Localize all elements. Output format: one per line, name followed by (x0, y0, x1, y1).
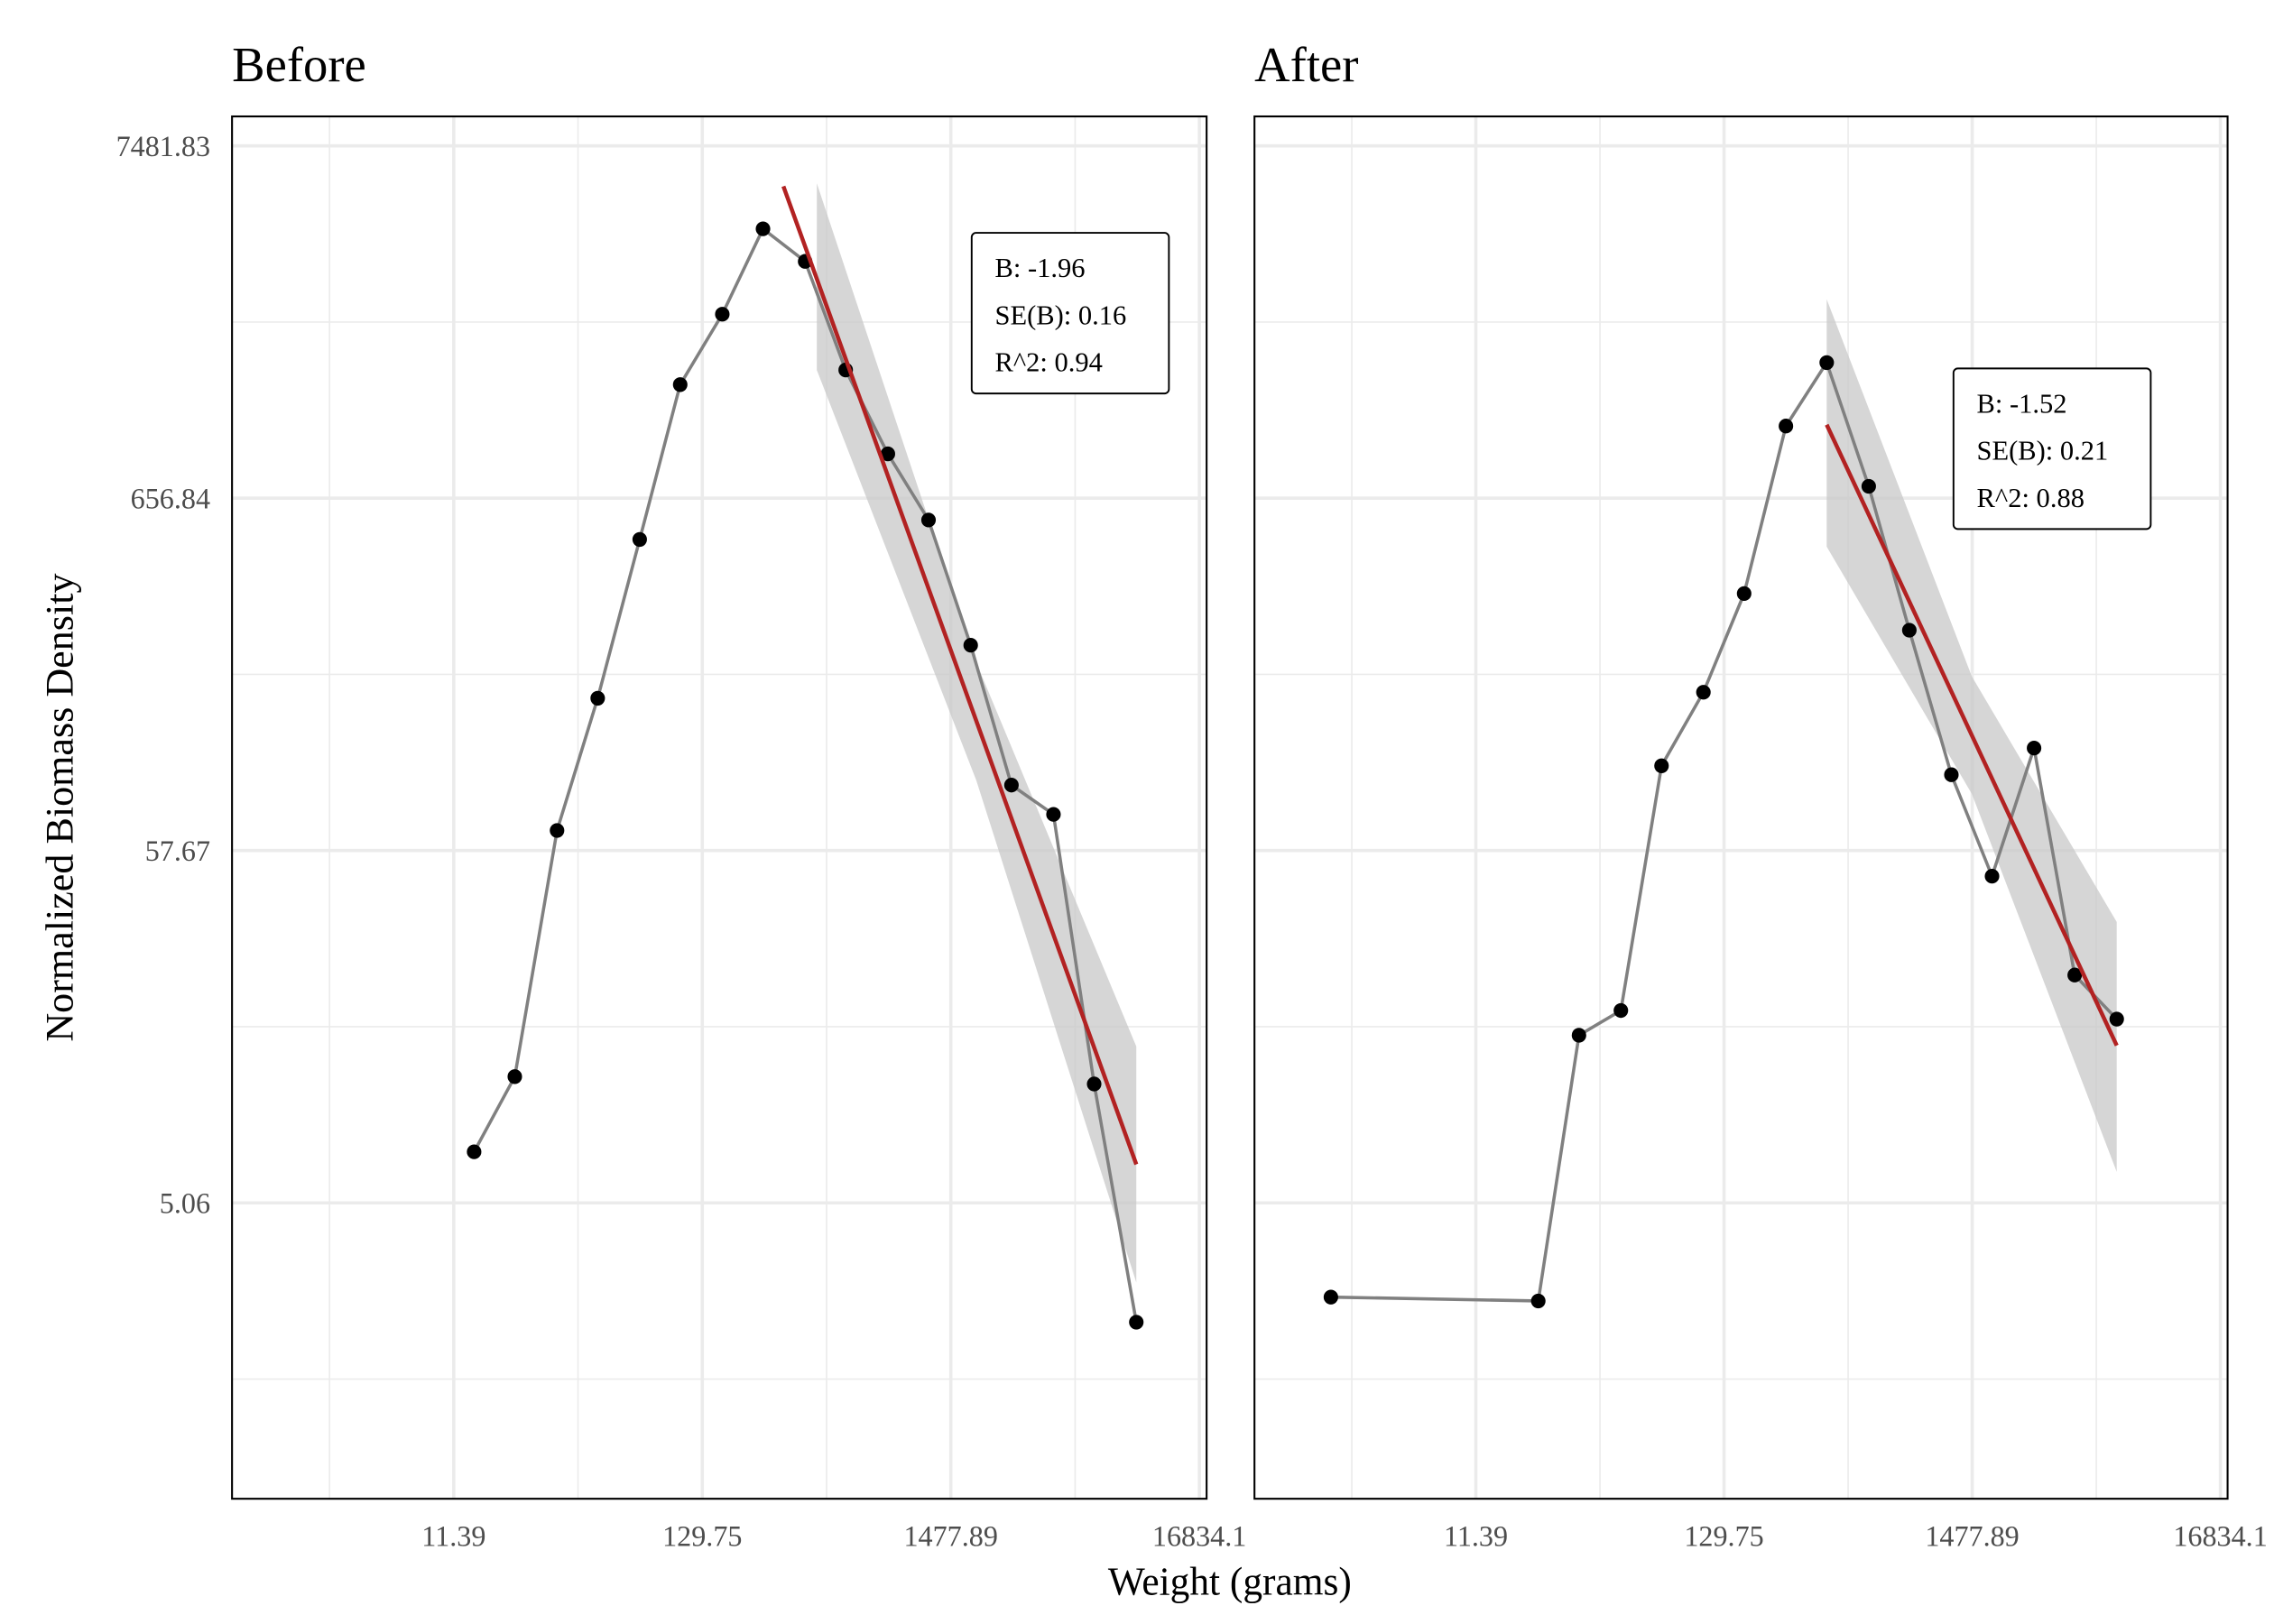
fit-line (781, 185, 1139, 1166)
plot-area (232, 116, 1207, 1499)
data-point (1129, 1315, 1144, 1330)
data-point (2067, 967, 2083, 983)
data-point (1046, 807, 1061, 822)
data-point (550, 823, 565, 838)
data-point (1654, 758, 1669, 773)
data-point (632, 531, 647, 548)
stats-text: B: -1.96 (994, 253, 1085, 283)
data-point (1003, 777, 1019, 793)
x-tick-label: 1477.89 (903, 1520, 997, 1553)
data-point (1984, 868, 2000, 884)
data-point (1696, 685, 1711, 700)
data-point (590, 690, 605, 706)
data-point (1530, 1293, 1546, 1309)
data-point (1779, 419, 1794, 434)
data-point (1571, 1028, 1586, 1043)
y-tick-label: 5.06 (160, 1187, 210, 1220)
stats-text: B: -1.52 (1977, 388, 2067, 419)
data-point (1901, 623, 1917, 638)
x-tick-label: 16834.1 (2173, 1520, 2267, 1553)
panel-title: After (1254, 36, 1358, 91)
panel-border (231, 115, 1208, 1500)
data-point (755, 221, 771, 236)
fit-line (1825, 423, 2119, 1047)
panel-border (1253, 115, 2229, 1500)
data-point (1086, 1076, 1102, 1092)
x-tick-label: 16834.1 (1152, 1520, 1246, 1553)
data-line (1330, 358, 2118, 1303)
x-tick-label: 11.39 (421, 1520, 485, 1553)
stats-text: R^2: 0.94 (994, 346, 1102, 377)
data-point (467, 1144, 482, 1159)
y-tick-label: 57.67 (145, 835, 210, 868)
stats-box (970, 232, 1170, 395)
data-point (880, 446, 895, 462)
x-axis-title: Weight (grams) (1108, 1560, 1352, 1603)
y-axis-title: Normalized Biomass Density (39, 573, 82, 1041)
confidence-band (817, 183, 1137, 1283)
plot-area (1254, 116, 2228, 1499)
data-point (1819, 355, 1835, 371)
data-point (715, 307, 730, 322)
data-point (920, 512, 937, 528)
stats-box (1952, 367, 2152, 531)
y-tick-label: 7481.83 (116, 131, 210, 163)
x-tick-label: 129.75 (1684, 1520, 1763, 1553)
y-tick-label: 656.84 (131, 483, 210, 515)
data-point (1861, 478, 1876, 494)
x-tick-label: 1477.89 (1925, 1520, 2019, 1553)
x-tick-label: 11.39 (1444, 1520, 1508, 1553)
data-point (2027, 740, 2042, 756)
stats-text: R^2: 0.88 (1977, 483, 2084, 513)
data-point (672, 377, 688, 392)
stats-text: SE(B): 0.16 (994, 300, 1126, 330)
data-point (1323, 1289, 1338, 1305)
data-point (1944, 767, 1959, 782)
x-tick-label: 129.75 (662, 1520, 742, 1553)
data-point (1736, 586, 1752, 602)
stats-text: SE(B): 0.21 (1977, 435, 2109, 466)
data-point (2109, 1011, 2124, 1027)
panel-title: Before (232, 36, 366, 91)
data-point (963, 637, 978, 653)
data-point (507, 1069, 522, 1084)
data-point (1613, 1002, 1629, 1019)
